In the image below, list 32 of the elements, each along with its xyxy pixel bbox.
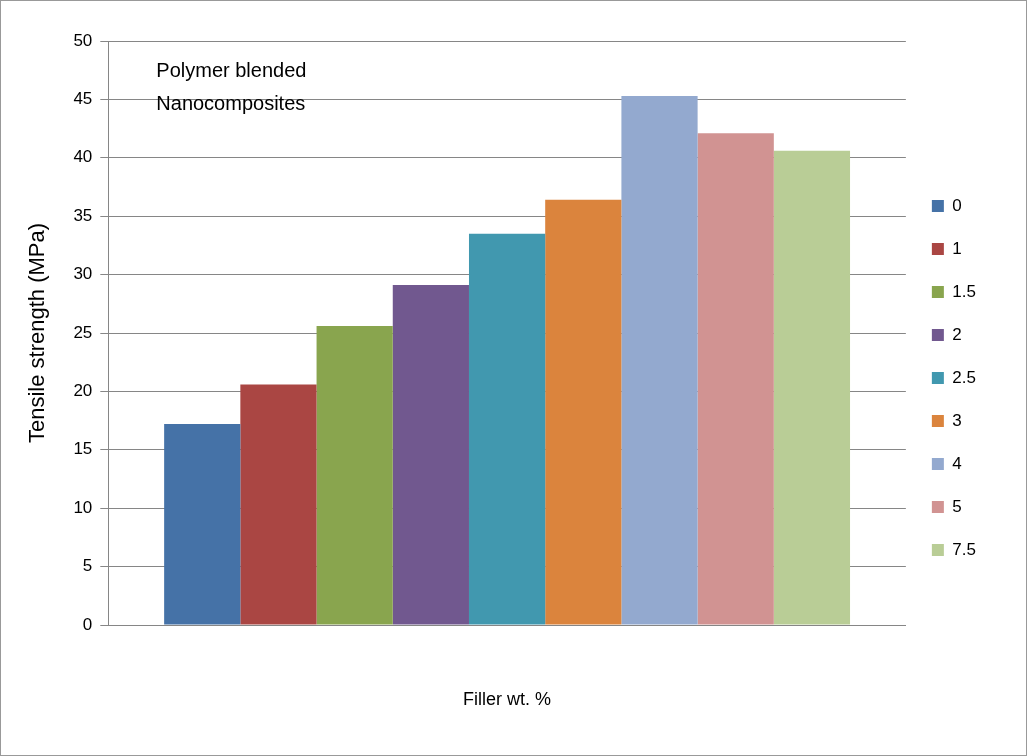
legend-label: 1 [952,238,962,258]
y-tick-label: 50 [73,30,93,50]
y-tick-label: 5 [82,556,93,576]
y-tick-label: 40 [73,147,93,167]
y-tick-label: 30 [73,264,93,284]
y-tick-label: 0 [82,614,93,634]
legend-label: 4 [952,453,962,473]
bar [392,285,469,625]
legend-label: 1.5 [952,281,977,301]
legend-label: 5 [952,496,962,516]
legend-label: 0 [952,195,962,215]
bar [316,325,393,625]
legend-label: 3 [952,410,962,430]
bar [164,424,241,625]
annotation: Polymer blended Nanocomposites [156,58,307,114]
bar [545,199,622,625]
y-tick-label: 20 [73,381,93,401]
legend-label: 2 [952,324,962,344]
bar [468,233,546,625]
bar [240,384,317,625]
y-tick-label: 35 [73,205,93,225]
y-tick-label: 45 [73,89,93,109]
y-tick-label: 10 [73,497,93,517]
y-tick-label: 15 [73,439,93,459]
x-axis-title: Filler wt. % [463,689,552,710]
legend-label: 7.5 [952,539,977,559]
bar [697,133,774,625]
bar [773,150,851,625]
legend-label: 2.5 [952,367,977,387]
y-axis-title: Tensile strength (MPa) [24,222,50,444]
y-tick-label: 25 [73,322,93,342]
bar [621,95,698,625]
